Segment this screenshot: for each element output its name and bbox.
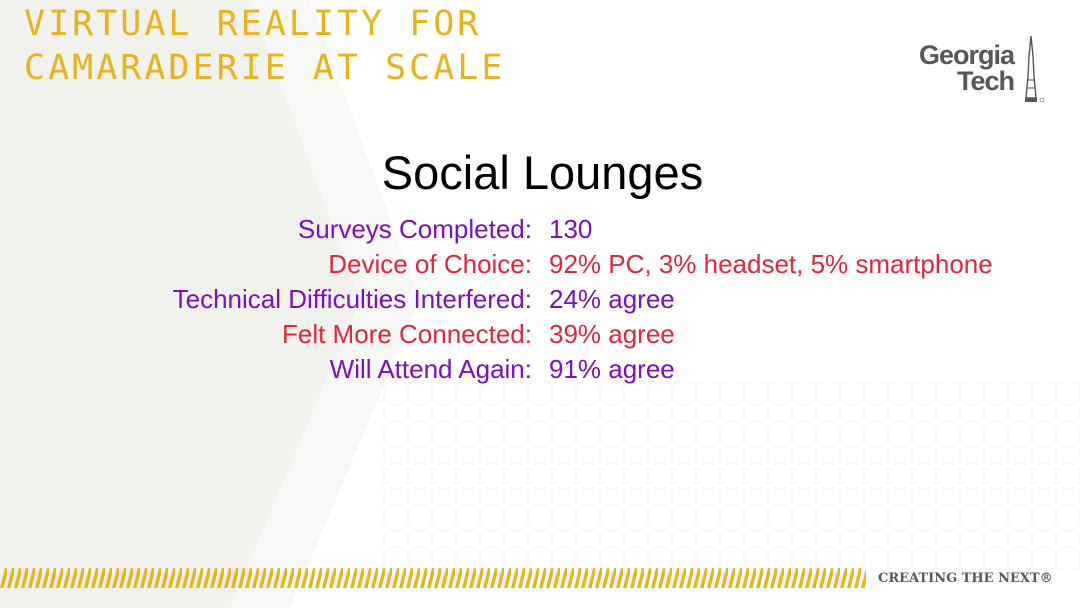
deck-title: VIRTUAL REALITY FOR CAMARADERIE AT SCALE bbox=[24, 2, 505, 90]
stat-label: Device of Choice: bbox=[328, 249, 532, 279]
slide-title: Social Lounges bbox=[381, 146, 704, 199]
deck-title-line-2: CAMARADERIE AT SCALE bbox=[24, 48, 506, 88]
logo-text-georgia: Georgia bbox=[918, 40, 1015, 70]
stat-label: Felt More Connected: bbox=[281, 319, 532, 349]
stat-value: 130 bbox=[549, 214, 593, 244]
stat-value: 91% agree bbox=[549, 354, 675, 384]
stat-row-will-attend-again: Will Attend Again: 91% agree bbox=[0, 352, 1080, 387]
stat-value: 92% PC, 3% headset, 5% smartphone bbox=[549, 249, 993, 279]
georgia-tech-logo: Georgia Tech bbox=[880, 36, 1050, 106]
stat-row-felt-more-connected: Felt More Connected: 39% agree bbox=[0, 317, 1080, 352]
footer-stripe-bar bbox=[0, 568, 866, 588]
stat-value: 24% agree bbox=[549, 284, 675, 314]
footer-tagline: CREATING THE NEXT® bbox=[878, 571, 1053, 586]
stat-label: Technical Difficulties Interfered: bbox=[172, 284, 532, 314]
logo-text-tech: Tech bbox=[956, 66, 1015, 96]
deck-title-line-1: VIRTUAL REALITY FOR bbox=[24, 4, 482, 44]
stat-row-device-of-choice: Device of Choice: 92% PC, 3% headset, 5%… bbox=[0, 247, 1080, 282]
stat-label: Will Attend Again: bbox=[329, 354, 532, 384]
stat-row-technical-difficulties: Technical Difficulties Interfered: 24% a… bbox=[0, 282, 1080, 317]
stat-row-surveys-completed: Surveys Completed: 130 bbox=[0, 212, 1080, 247]
stat-label: Surveys Completed: bbox=[297, 214, 532, 244]
survey-stats-list: Surveys Completed: 130 Device of Choice:… bbox=[0, 212, 1080, 387]
tech-tower-icon bbox=[1025, 36, 1045, 103]
stat-value: 39% agree bbox=[549, 319, 675, 349]
